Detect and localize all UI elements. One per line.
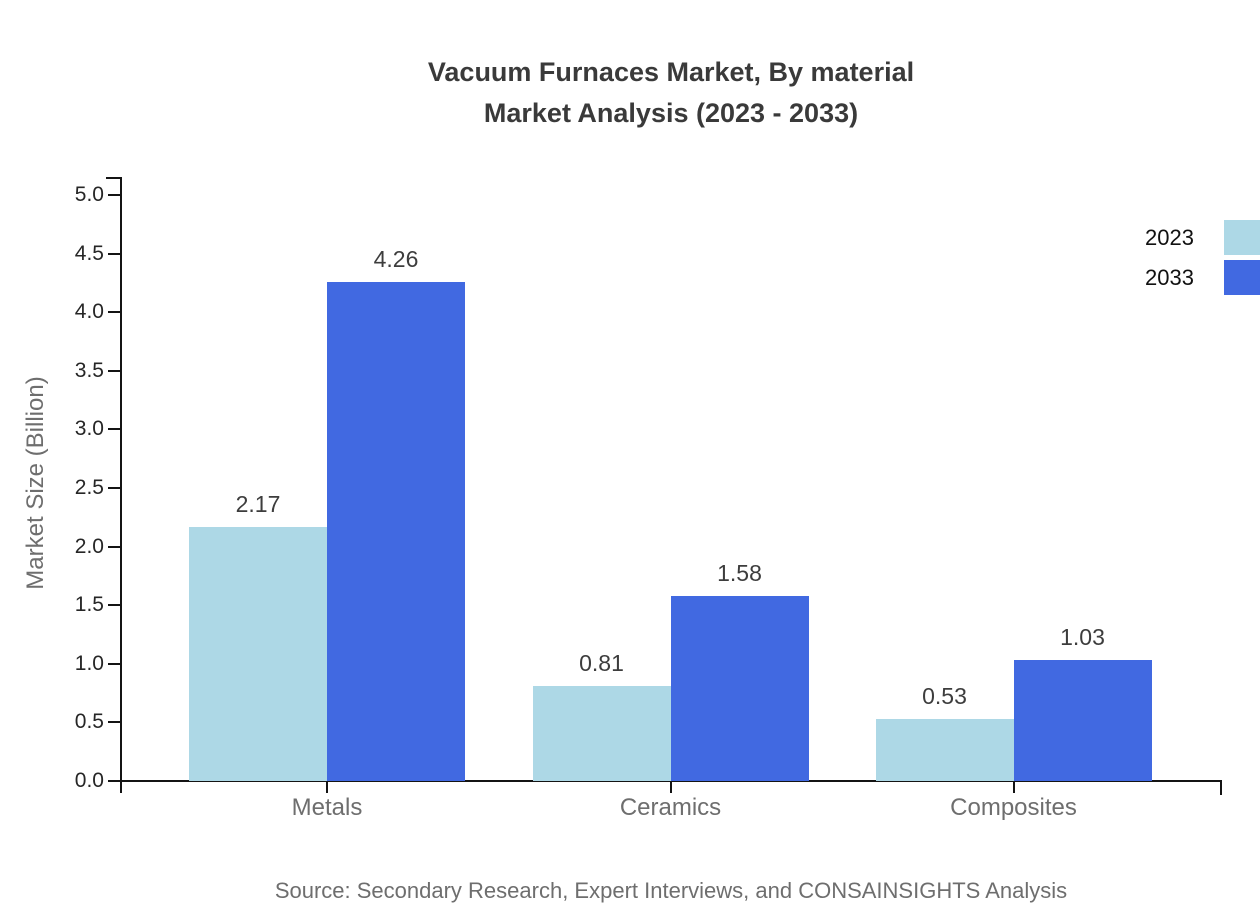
x-axis-line	[108, 780, 1222, 782]
y-tick	[108, 369, 121, 372]
legend-swatch	[1224, 220, 1260, 255]
legend-item-2023: 2023	[1145, 220, 1260, 255]
legend-label: 2033	[1145, 264, 1194, 290]
x-tick-label: Composites	[950, 794, 1077, 821]
y-tick-label: 3.0	[74, 417, 104, 441]
y-tick-label: 2.0	[74, 534, 104, 558]
chart-title-line2: Market Analysis (2023 - 2033)	[483, 98, 859, 128]
legend-label: 2023	[1145, 224, 1194, 250]
x-tick	[326, 780, 328, 793]
y-tick	[108, 662, 121, 665]
y-tick	[108, 252, 121, 255]
y-tick-label: 0.5	[74, 710, 104, 734]
y-tick-label: 4.5	[74, 241, 104, 265]
y-axis-end-cap	[106, 177, 121, 179]
bar-value-label: 2.17	[235, 490, 281, 517]
y-tick	[108, 428, 121, 431]
bar-value-label: 0.53	[922, 682, 967, 709]
y-tick-label: 3.5	[74, 358, 104, 382]
legend-item-2033: 2033	[1145, 260, 1260, 295]
bar-2033-metals	[327, 281, 465, 781]
y-tick	[108, 721, 121, 724]
bar-2033-composites	[1013, 660, 1152, 781]
y-tick-label: 5.0	[74, 183, 104, 206]
y-axis-line	[120, 177, 122, 793]
y-tick-label: 0.0	[74, 769, 104, 792]
y-tick	[108, 545, 121, 548]
x-tick	[1012, 780, 1015, 793]
y-tick	[108, 604, 121, 607]
bar-value-label: 4.26	[373, 245, 419, 272]
x-axis-end-tick	[1220, 780, 1222, 795]
bar-2023-ceramics	[532, 686, 671, 781]
y-tick-label: 4.0	[74, 300, 104, 324]
y-tick-label: 1.5	[74, 593, 104, 617]
y-tick	[108, 311, 121, 314]
y-tick-label: 1.0	[74, 651, 104, 675]
x-tick-label: Ceramics	[619, 794, 722, 821]
y-tick	[108, 487, 121, 489]
source-note: Source: Secondary Research, Expert Inter…	[274, 878, 1068, 903]
bar-value-label: 0.81	[579, 650, 624, 677]
bar-2033-ceramics	[670, 595, 809, 781]
bar-value-label: 1.03	[1060, 624, 1105, 651]
x-tick	[669, 780, 672, 793]
legend-swatch	[1224, 260, 1260, 295]
bar-value-label: 1.58	[717, 559, 762, 586]
y-tick	[108, 194, 121, 196]
x-tick-label: Metals	[291, 794, 363, 821]
bar-2023-composites	[875, 718, 1014, 781]
bar-2023-metals	[189, 526, 327, 781]
legend: 2023 2033	[1145, 220, 1260, 300]
chart-title: Vacuum Furnaces Market, By material Mark…	[82, 52, 1260, 134]
y-tick-label: 2.5	[74, 476, 104, 499]
chart-title-line1: Vacuum Furnaces Market, By material	[427, 57, 915, 87]
